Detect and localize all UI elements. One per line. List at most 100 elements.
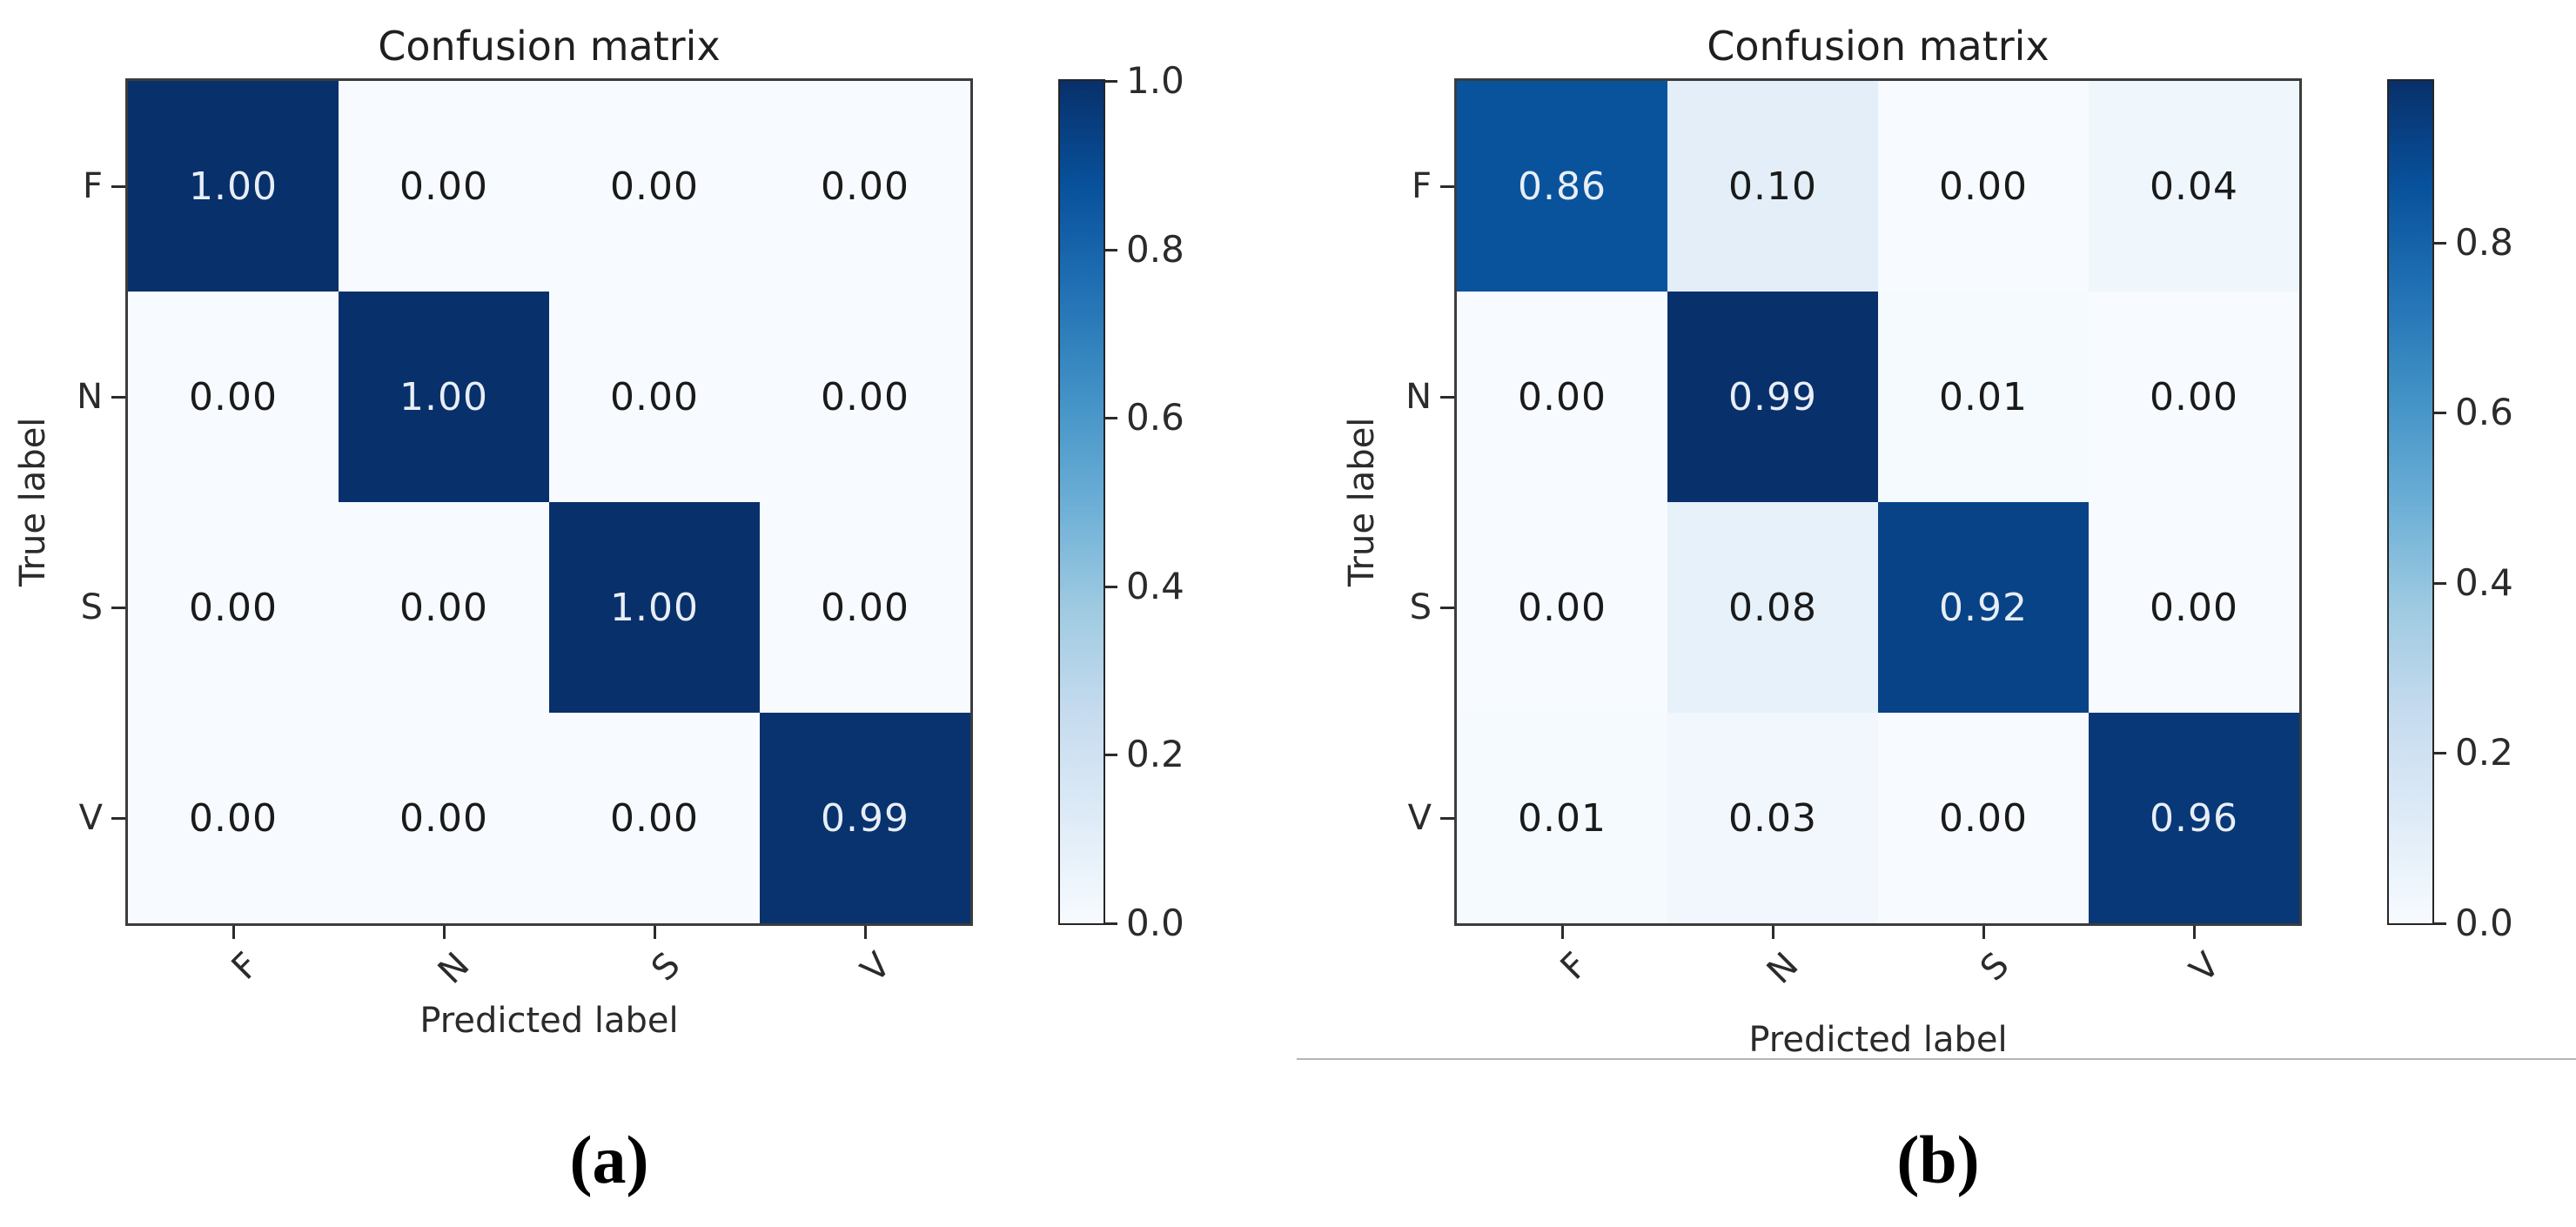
chart-title: Confusion matrix bbox=[378, 23, 721, 70]
cell-value: 1.00 bbox=[189, 164, 278, 209]
cell-value: 0.00 bbox=[1939, 164, 2028, 209]
y-tick-mark bbox=[111, 607, 125, 609]
figure-a: Confusion matrix True label 1.00 0.00 0.00… bbox=[13, 23, 1184, 1197]
colorbar-tick-label: 0.8 bbox=[1126, 227, 1184, 271]
matrix-cell: 0.00 bbox=[1878, 81, 2089, 292]
colorbar-tick-label: 0.6 bbox=[2455, 391, 2513, 434]
colorbar-tick-label: 0.4 bbox=[2455, 560, 2513, 604]
colorbar-tick-label: 0.8 bbox=[2455, 220, 2513, 264]
colorbar-tick-mark bbox=[2434, 752, 2446, 755]
cell-value: 0.04 bbox=[2150, 164, 2238, 209]
colorbar-tick-mark bbox=[2434, 241, 2446, 245]
cell-value: 0.00 bbox=[189, 585, 278, 630]
matrix-cell: 0.96 bbox=[2089, 713, 2299, 923]
matrix-cell: 0.03 bbox=[1667, 713, 1878, 923]
x-tick-mark bbox=[654, 926, 656, 939]
cell-value: 0.01 bbox=[1939, 374, 2028, 419]
y-tick-mark bbox=[111, 396, 125, 399]
cell-value: 0.03 bbox=[1728, 795, 1817, 841]
x-axis-label: Predicted label bbox=[1748, 1020, 2008, 1060]
matrix-cell: 1.00 bbox=[128, 81, 339, 292]
cell-value: 0.00 bbox=[821, 164, 909, 209]
matrix-cell: 0.00 bbox=[760, 502, 970, 713]
colorbar bbox=[2387, 79, 2434, 925]
matrix-cell: 0.01 bbox=[1878, 292, 2089, 502]
colorbar-tick-mark bbox=[1105, 80, 1117, 83]
cell-value: 0.00 bbox=[610, 374, 699, 419]
matrix-cell: 0.86 bbox=[1457, 81, 1667, 292]
matrix-cell: 0.00 bbox=[760, 292, 970, 502]
matrix-cell: 0.99 bbox=[760, 713, 970, 923]
matrix-cell: 0.00 bbox=[1457, 292, 1667, 502]
caption: (a) bbox=[569, 1122, 649, 1197]
cell-value: 0.10 bbox=[1728, 164, 1817, 209]
y-tick-label: S bbox=[1409, 587, 1432, 627]
colorbar-tick-mark bbox=[1105, 922, 1117, 925]
matrix-cell: 0.10 bbox=[1667, 81, 1878, 292]
colorbar-tick-label: 0.0 bbox=[2455, 902, 2513, 944]
colorbar-tick-mark bbox=[2434, 412, 2446, 415]
divider-line bbox=[1297, 1058, 2576, 1060]
cell-value: 0.00 bbox=[189, 795, 278, 841]
cell-value: 0.00 bbox=[821, 585, 909, 630]
colorbar-tick-mark bbox=[1105, 585, 1117, 588]
x-tick-mark bbox=[1982, 926, 1985, 939]
y-tick-mark bbox=[111, 817, 125, 820]
y-tick-label: N bbox=[1405, 377, 1432, 417]
matrix-cell: 0.00 bbox=[2089, 292, 2299, 502]
y-tick-mark bbox=[1440, 185, 1454, 188]
matrix-cell: 0.00 bbox=[128, 292, 339, 502]
x-tick-mark bbox=[232, 926, 235, 939]
cell-value: 0.00 bbox=[2150, 585, 2238, 630]
matrix-cell: 1.00 bbox=[549, 502, 760, 713]
x-tick-mark bbox=[1772, 926, 1774, 939]
matrix-cell: 0.00 bbox=[549, 81, 760, 292]
y-tick-label: S bbox=[80, 587, 103, 627]
cell-value: 0.99 bbox=[821, 795, 909, 841]
cell-value: 0.00 bbox=[189, 374, 278, 419]
y-tick-label: V bbox=[1407, 798, 1432, 838]
matrix-cell: 0.00 bbox=[2089, 502, 2299, 713]
matrix-cell: 0.00 bbox=[339, 713, 549, 923]
y-tick-mark bbox=[111, 185, 125, 188]
y-tick-mark bbox=[1440, 817, 1454, 820]
matrix-cell: 0.00 bbox=[339, 502, 549, 713]
colorbar-tick-mark bbox=[1105, 754, 1117, 757]
cell-value: 1.00 bbox=[610, 585, 699, 630]
colorbar-tick-mark bbox=[1105, 248, 1117, 251]
colorbar-tick-mark bbox=[2434, 581, 2446, 585]
colorbar-tick-label: 0.6 bbox=[1126, 396, 1184, 439]
colorbar-tick-label: 0.0 bbox=[1126, 902, 1184, 944]
colorbar bbox=[1058, 79, 1105, 925]
cell-value: 0.08 bbox=[1728, 585, 1817, 630]
heatmap: 0.86 0.10 0.00 0.04 0.00 0.99 0.01 0.00 0.00 0.08… bbox=[1454, 78, 2302, 926]
cell-value: 0.00 bbox=[1518, 374, 1607, 419]
chart-title: Confusion matrix bbox=[1707, 23, 2049, 70]
cell-value: 0.00 bbox=[399, 795, 488, 841]
cell-value: 0.96 bbox=[2150, 795, 2238, 841]
matrix-cell: 0.00 bbox=[1457, 502, 1667, 713]
matrix-cell: 0.00 bbox=[339, 81, 549, 292]
matrix-cell: 1.00 bbox=[339, 292, 549, 502]
matrix-cell: 0.99 bbox=[1667, 292, 1878, 502]
cell-value: 1.00 bbox=[399, 374, 488, 419]
colorbar-tick-label: 0.2 bbox=[1126, 733, 1184, 776]
matrix-cell: 0.00 bbox=[549, 292, 760, 502]
caption: (b) bbox=[1896, 1122, 1980, 1197]
colorbar-tick-label: 1.0 bbox=[1126, 59, 1184, 102]
cell-value: 0.00 bbox=[399, 585, 488, 630]
cell-value: 0.01 bbox=[1518, 795, 1607, 841]
colorbar-tick-mark bbox=[2434, 922, 2446, 925]
x-tick-mark bbox=[1561, 926, 1564, 939]
cell-value: 0.00 bbox=[1939, 795, 2028, 841]
x-tick-mark bbox=[864, 926, 867, 939]
cell-value: 0.00 bbox=[399, 164, 488, 209]
matrix-cell: 0.01 bbox=[1457, 713, 1667, 923]
figure-b: Confusion matrix True label 0.86 0.10 0.00… bbox=[1329, 0, 2576, 1227]
matrix-cell: 0.00 bbox=[128, 502, 339, 713]
cell-value: 0.86 bbox=[1518, 164, 1607, 209]
matrix-cell: 0.92 bbox=[1878, 502, 2089, 713]
colorbar-tick-mark bbox=[1105, 417, 1117, 420]
cell-value: 0.00 bbox=[821, 374, 909, 419]
